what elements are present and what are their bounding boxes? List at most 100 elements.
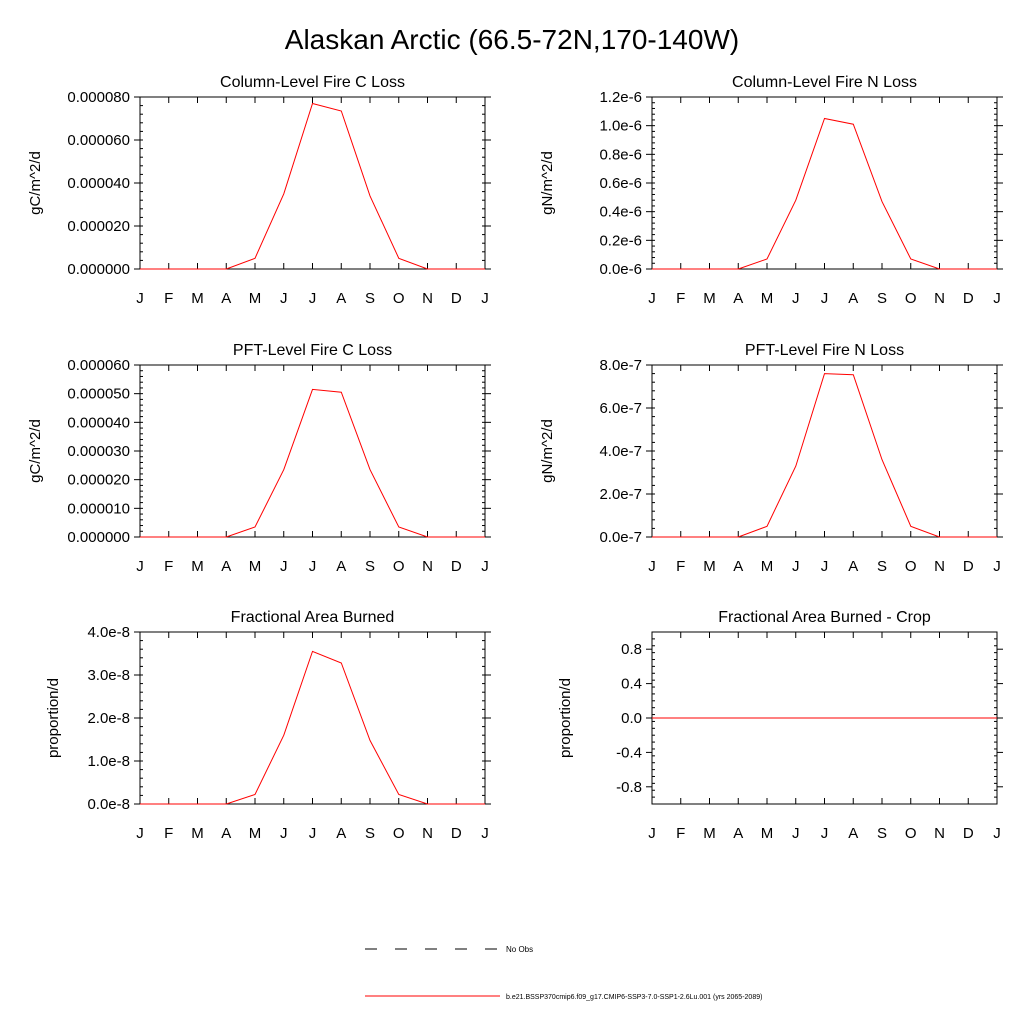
y-tick-label: 0.000030 <box>67 443 130 460</box>
x-tick-label: J <box>136 825 144 842</box>
x-tick-label: J <box>481 825 489 842</box>
y-tick-label: 0.000060 <box>67 132 130 149</box>
x-tick-label: J <box>648 290 656 307</box>
y-tick-label: 1.0e-8 <box>87 753 130 770</box>
x-tick-label: M <box>761 290 774 307</box>
y-tick-label: 4.0e-7 <box>599 443 642 460</box>
x-tick-label: S <box>877 290 887 307</box>
x-tick-label: J <box>136 290 144 307</box>
x-tick-label: A <box>848 558 858 575</box>
x-tick-label: J <box>993 558 1001 575</box>
y-tick-label: 0.2e-6 <box>599 232 642 249</box>
series-line <box>652 117 997 270</box>
plot-frame <box>139 96 486 270</box>
x-tick-label: F <box>676 290 685 307</box>
x-tick-label: D <box>451 290 462 307</box>
x-tick-label: A <box>336 825 346 842</box>
x-tick-label: J <box>309 825 317 842</box>
series-line <box>140 388 485 538</box>
x-tick-label: M <box>703 825 716 842</box>
y-tick-label: 0.000000 <box>67 261 130 278</box>
y-tick-label: 0.000080 <box>67 89 130 106</box>
y-tick-label: 0.4 <box>621 676 642 693</box>
x-tick-label: J <box>280 290 288 307</box>
x-tick-label: N <box>422 290 433 307</box>
x-tick-label: D <box>963 825 974 842</box>
y-tick-label: 0.000040 <box>67 414 130 431</box>
x-tick-label: S <box>365 558 375 575</box>
y-axis-label: gN/m^2/d <box>539 419 556 483</box>
x-tick-label: J <box>792 558 800 575</box>
x-tick-label: F <box>676 558 685 575</box>
y-tick-label: 0.000000 <box>67 529 130 546</box>
x-tick-label: N <box>422 558 433 575</box>
y-tick-label: 0.000010 <box>67 500 130 517</box>
x-tick-label: M <box>191 290 204 307</box>
x-tick-label: J <box>821 825 829 842</box>
x-tick-label: J <box>993 825 1001 842</box>
x-tick-label: M <box>249 290 262 307</box>
x-tick-label: D <box>451 825 462 842</box>
x-tick-label: F <box>164 825 173 842</box>
x-tick-label: M <box>249 558 262 575</box>
x-tick-label: O <box>393 290 405 307</box>
y-tick-label: 8.0e-7 <box>599 357 642 374</box>
series-line <box>140 102 485 270</box>
y-tick-label: -0.8 <box>616 779 642 796</box>
figure-title: Alaskan Arctic (66.5-72N,170-140W) <box>284 24 740 55</box>
panel-title: Column-Level Fire N Loss <box>732 74 917 91</box>
y-tick-label: 3.0e-8 <box>87 667 130 684</box>
x-tick-label: J <box>280 558 288 575</box>
x-tick-label: M <box>703 290 716 307</box>
legend: No Obs b.e21.BSSP370cmip6.f09_g17.CMIP6-… <box>365 945 762 1001</box>
x-tick-label: D <box>451 558 462 575</box>
x-tick-label: D <box>963 290 974 307</box>
x-tick-label: J <box>481 558 489 575</box>
x-tick-label: S <box>877 558 887 575</box>
x-tick-label: O <box>393 825 405 842</box>
x-tick-label: M <box>191 825 204 842</box>
y-tick-label: 0.000020 <box>67 472 130 489</box>
x-tick-label: M <box>191 558 204 575</box>
y-tick-label: 4.0e-8 <box>87 624 130 641</box>
x-tick-label: A <box>848 290 858 307</box>
x-tick-label: M <box>761 825 774 842</box>
x-tick-label: F <box>676 825 685 842</box>
x-tick-label: J <box>309 558 317 575</box>
y-tick-label: 1.2e-6 <box>599 89 642 106</box>
y-axis-label: proportion/d <box>557 678 574 758</box>
y-tick-label: 0.0e-7 <box>599 529 642 546</box>
x-tick-label: J <box>792 290 800 307</box>
y-tick-label: 2.0e-8 <box>87 710 130 727</box>
panel-title: PFT-Level Fire C Loss <box>233 342 392 359</box>
x-tick-label: A <box>336 290 346 307</box>
x-tick-label: A <box>733 558 743 575</box>
y-axis-label: gC/m^2/d <box>27 419 44 483</box>
panel-title: Column-Level Fire C Loss <box>220 74 405 91</box>
x-tick-label: A <box>336 558 346 575</box>
series-line <box>652 373 997 538</box>
y-axis-label: proportion/d <box>45 678 62 758</box>
y-tick-label: 6.0e-7 <box>599 400 642 417</box>
x-tick-label: J <box>648 825 656 842</box>
panel-title: PFT-Level Fire N Loss <box>745 342 904 359</box>
plot-frame <box>139 631 486 805</box>
y-tick-label: 1.0e-6 <box>599 118 642 135</box>
x-tick-label: J <box>280 825 288 842</box>
y-tick-label: 0.0e-8 <box>87 796 130 813</box>
series-line <box>140 650 485 805</box>
x-tick-label: A <box>733 825 743 842</box>
y-tick-label: 0.0e-6 <box>599 261 642 278</box>
x-tick-label: O <box>905 558 917 575</box>
x-tick-label: M <box>761 558 774 575</box>
x-tick-label: A <box>221 825 231 842</box>
y-axis-label: gN/m^2/d <box>539 151 556 215</box>
panel-title: Fractional Area Burned <box>231 609 395 626</box>
y-tick-label: 0.000040 <box>67 175 130 192</box>
x-tick-label: O <box>905 825 917 842</box>
